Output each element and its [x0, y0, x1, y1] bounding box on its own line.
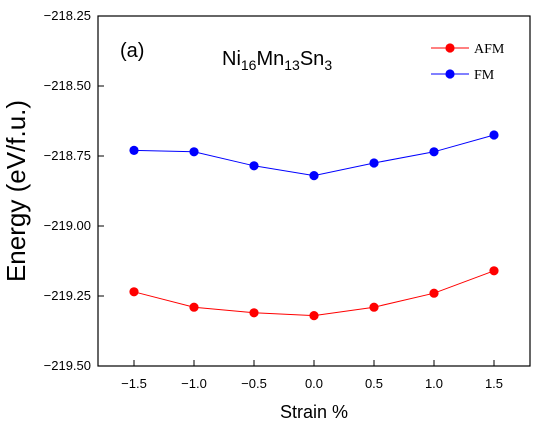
data-point-afm [189, 302, 199, 312]
data-point-fm [249, 161, 259, 171]
title-sn-subscript: 3 [324, 57, 332, 73]
data-point-afm [129, 287, 139, 297]
chart-title: Ni16Mn13Sn3 [222, 48, 332, 73]
data-point-fm [369, 158, 379, 168]
x-axis-label: Strain % [280, 402, 348, 422]
series-line-fm [133, 134, 495, 177]
legend: AFM FM [431, 42, 505, 83]
title-mn: Mn [256, 48, 284, 70]
y-tick-label: −219.00 [44, 218, 91, 233]
y-tick-label: −218.25 [44, 8, 91, 23]
legend-marker-afm [445, 43, 455, 53]
title-sn: Sn [300, 48, 324, 70]
x-axis-ticks: −1.5 −1.0 −0.5 0.0 0.5 1.0 1.5 [121, 360, 503, 391]
series-layer [129, 130, 499, 321]
x-tick-label: −1.0 [181, 376, 207, 391]
panel-label: (a) [120, 40, 144, 62]
series-line-afm [133, 270, 495, 317]
y-tick-label: −219.50 [44, 358, 91, 373]
data-point-fm [309, 171, 319, 181]
x-tick-label: 1.5 [485, 376, 503, 391]
data-point-fm [429, 147, 439, 157]
data-point-fm [489, 130, 499, 140]
y-axis-label: Energy (eV/f.u.) [1, 100, 31, 282]
x-tick-label: 0.5 [365, 376, 383, 391]
x-tick-label: −0.5 [241, 376, 267, 391]
data-point-afm [249, 308, 259, 318]
legend-marker-fm [445, 69, 455, 79]
data-point-afm [429, 288, 439, 298]
legend-label-fm: FM [474, 68, 495, 83]
y-tick-label: −218.75 [44, 148, 91, 163]
data-point-fm [189, 147, 199, 157]
data-point-afm [489, 266, 499, 276]
data-point-afm [369, 302, 379, 312]
data-point-afm [309, 311, 319, 321]
title-ni-subscript: 16 [241, 57, 257, 73]
y-tick-label: −218.50 [44, 78, 91, 93]
legend-label-afm: AFM [474, 42, 505, 57]
x-tick-label: 0.0 [305, 376, 323, 391]
y-tick-label: −219.25 [44, 288, 91, 303]
title-mn-subscript: 13 [284, 57, 300, 73]
x-tick-label: 1.0 [425, 376, 443, 391]
y-axis-ticks: −219.50 −219.25 −219.00 −218.75 −218.50 −218.… [44, 8, 104, 373]
x-tick-label: −1.5 [121, 376, 147, 391]
title-ni: Ni [222, 48, 241, 70]
data-point-fm [129, 145, 139, 155]
